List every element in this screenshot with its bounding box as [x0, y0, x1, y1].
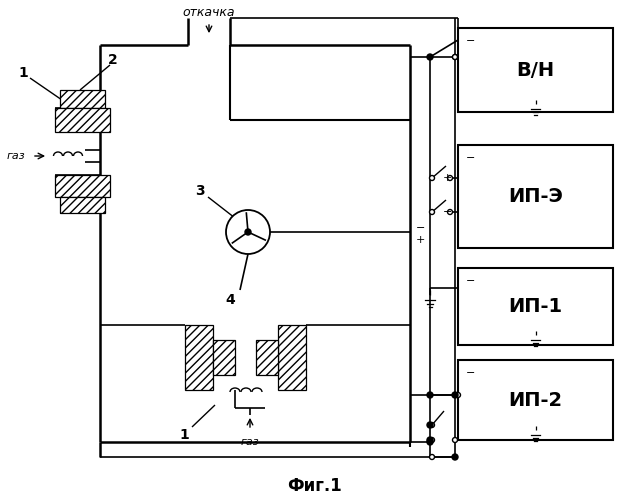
Bar — [458, 145, 613, 248]
Text: В/Н: В/Н — [516, 60, 555, 80]
Bar — [60, 197, 105, 213]
Circle shape — [430, 454, 435, 460]
Circle shape — [456, 392, 461, 398]
Circle shape — [430, 176, 435, 180]
Text: Фиг.1: Фиг.1 — [288, 477, 343, 495]
Circle shape — [447, 210, 452, 214]
Circle shape — [427, 437, 433, 443]
Circle shape — [452, 438, 457, 442]
Circle shape — [226, 210, 270, 254]
Bar — [458, 268, 613, 345]
Text: 4: 4 — [225, 293, 235, 307]
Text: −: − — [466, 36, 475, 46]
Text: ИП-1: ИП-1 — [509, 297, 563, 316]
Bar — [278, 325, 306, 390]
Text: 2: 2 — [108, 53, 118, 67]
Bar — [185, 325, 213, 390]
Circle shape — [430, 422, 435, 428]
Circle shape — [452, 54, 457, 60]
Circle shape — [245, 229, 251, 235]
Bar — [256, 340, 278, 375]
Text: ИП-2: ИП-2 — [509, 390, 563, 409]
Text: газ: газ — [6, 151, 25, 161]
Circle shape — [430, 210, 435, 214]
Circle shape — [427, 392, 433, 398]
Circle shape — [452, 454, 458, 460]
Text: −: − — [466, 153, 475, 163]
Text: откачка: откачка — [183, 6, 235, 18]
Text: −: − — [442, 207, 452, 217]
Text: +: + — [416, 235, 425, 245]
Text: газ: газ — [240, 437, 259, 447]
Bar — [458, 28, 613, 112]
Circle shape — [427, 54, 433, 60]
Bar — [55, 175, 110, 197]
Text: 1: 1 — [179, 428, 189, 442]
Bar — [213, 340, 235, 375]
Circle shape — [452, 392, 458, 398]
Text: +: + — [442, 173, 452, 183]
Circle shape — [427, 422, 433, 428]
Circle shape — [427, 439, 433, 445]
Bar — [60, 90, 105, 108]
Text: 1: 1 — [18, 66, 28, 80]
Text: −: − — [466, 368, 475, 378]
Bar — [55, 108, 110, 132]
Text: ИП-Э: ИП-Э — [508, 187, 563, 206]
Bar — [458, 360, 613, 440]
Text: −: − — [466, 276, 475, 286]
Text: −: − — [416, 223, 425, 233]
Circle shape — [452, 54, 457, 60]
Circle shape — [430, 438, 435, 442]
Text: 3: 3 — [195, 184, 205, 198]
Circle shape — [447, 176, 452, 180]
